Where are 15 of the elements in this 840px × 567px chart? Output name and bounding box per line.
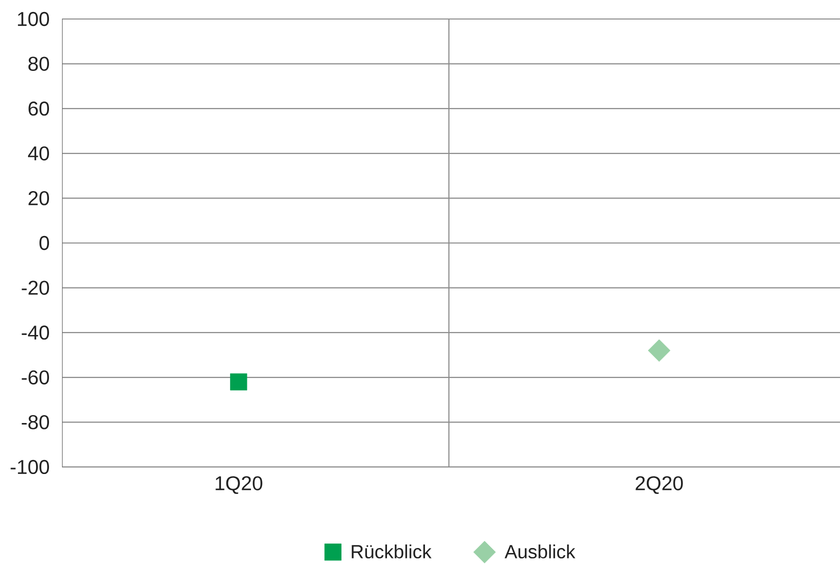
legend-label: Rückblick — [352, 544, 432, 558]
y-tick-label: -20 — [22, 280, 50, 295]
y-tick-label: 60 — [28, 102, 50, 116]
x-tick-label: 1Q20 — [216, 476, 262, 494]
y-tick-label: -60 — [22, 370, 50, 384]
y-tick-label: 40 — [28, 146, 50, 160]
y-tick-label: 0 — [39, 236, 50, 250]
y-tick-label: -40 — [22, 326, 50, 340]
x-tick-label: 2Q20 — [636, 476, 683, 494]
legend-label: Ausblick — [504, 544, 576, 558]
y-tick-label: 20 — [28, 191, 50, 206]
y-tick-label: -100 — [10, 460, 50, 474]
y-tick-label: -80 — [22, 415, 50, 430]
y-tick-label: 100 — [18, 12, 50, 26]
y-tick-label: 80 — [28, 56, 50, 71]
